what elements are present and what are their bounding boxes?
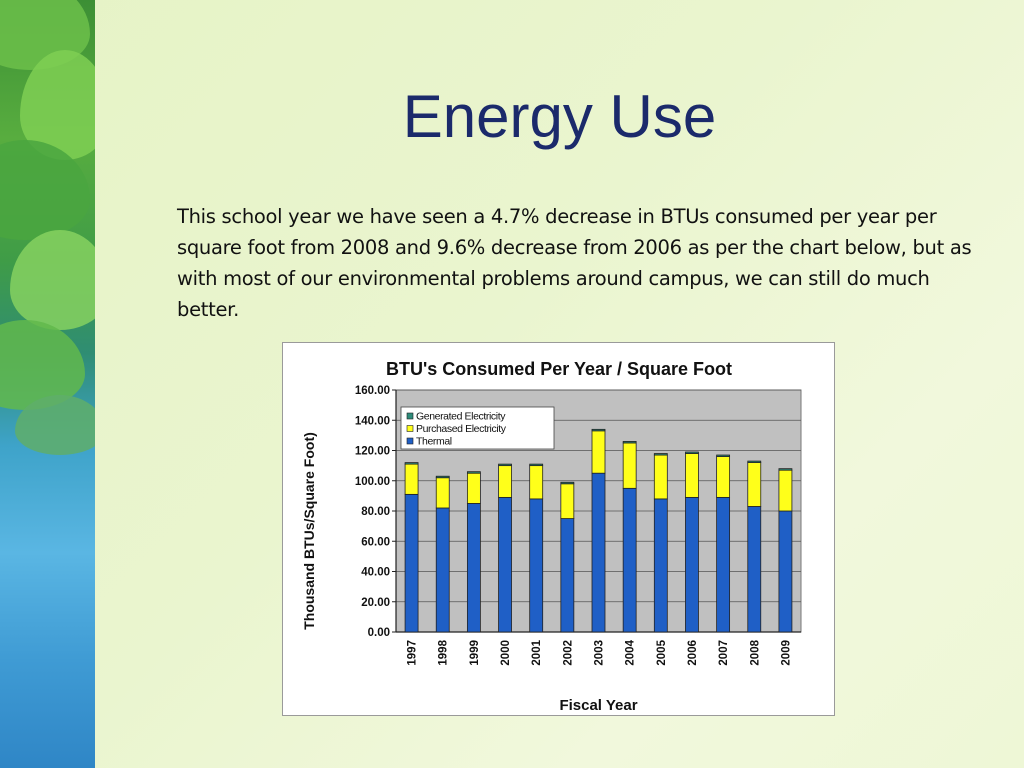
bar-thermal-2009 — [778, 510, 793, 633]
legend-box — [400, 406, 555, 450]
bar-thermal-2006 — [685, 496, 699, 633]
bar-generated-electricity-2008 — [747, 460, 762, 464]
x-tick-label: 2000 — [500, 640, 512, 666]
x-tick-label: 2006 — [687, 640, 699, 666]
y-tick-label: 0.00 — [368, 627, 390, 639]
y-tick-label: 20.00 — [361, 597, 390, 609]
x-axis-label: Fiscal Year — [559, 697, 637, 714]
legend-swatch-thermal — [406, 437, 414, 445]
bar-thermal-2008 — [747, 506, 762, 633]
bar-purchased-electricity-2003 — [591, 430, 606, 474]
legend-label: Purchased Electricity — [416, 423, 507, 435]
x-tick-label: 2003 — [594, 640, 606, 666]
bar-purchased-electricity-2001 — [529, 465, 544, 500]
bar-generated-electricity-2004 — [622, 441, 637, 444]
x-tick-label: 1998 — [438, 639, 450, 665]
bar-purchased-electricity-2002 — [560, 483, 575, 519]
bar-generated-electricity-2002 — [560, 481, 575, 485]
chart-svg: BTU's Consumed Per Year / Square Foot 0.0… — [301, 359, 802, 714]
bar-thermal-2004 — [622, 487, 637, 633]
y-tick-label: 60.00 — [361, 536, 390, 548]
bar-thermal-2002 — [560, 518, 575, 633]
bar-generated-electricity-1997 — [404, 462, 419, 465]
bar-thermal-1999 — [466, 503, 481, 633]
x-tick-label: 2001 — [531, 639, 543, 665]
y-tick-label: 100.00 — [355, 476, 390, 488]
bar-generated-electricity-2001 — [529, 463, 544, 467]
bar-generated-electricity-1998 — [435, 475, 450, 479]
page-title: Energy Use — [402, 83, 717, 150]
y-axis-label: Thousand BTUs/Square Foot) — [301, 432, 317, 630]
bar-purchased-electricity-1999 — [466, 472, 481, 504]
bar-purchased-electricity-2009 — [778, 469, 793, 512]
y-tick-label: 40.00 — [361, 567, 390, 579]
bar-thermal-2003 — [591, 472, 606, 633]
legend-swatch-generated-electricity — [406, 412, 414, 420]
bar-generated-electricity-2003 — [591, 428, 606, 432]
x-tick-label: 2008 — [749, 639, 761, 665]
x-tick-label: 2002 — [562, 640, 574, 666]
body-paragraph: This school year we have seen a 4.7% dec… — [177, 205, 972, 321]
bar-purchased-electricity-2007 — [716, 456, 731, 498]
x-tick-label: 2004 — [625, 639, 637, 665]
bar-generated-electricity-1999 — [466, 471, 481, 474]
x-tick-label: 1997 — [407, 640, 419, 666]
x-tick-label: 1999 — [469, 640, 481, 666]
bar-thermal-2005 — [653, 498, 668, 633]
y-tick-label: 80.00 — [361, 506, 390, 518]
leaf-water-decoration — [0, 0, 95, 768]
bar-thermal-2001 — [529, 498, 544, 633]
bar-thermal-1997 — [404, 493, 419, 633]
x-tick-label: 2009 — [780, 640, 792, 666]
y-tick-label: 160.00 — [355, 385, 390, 397]
legend-label: Generated Electricity — [416, 411, 506, 423]
x-tick-label: 2007 — [718, 640, 730, 666]
y-tick-label: 140.00 — [355, 415, 390, 427]
bar-purchased-electricity-2008 — [747, 462, 762, 507]
bar-generated-electricity-2005 — [653, 453, 668, 456]
bar-purchased-electricity-2004 — [622, 442, 637, 489]
y-tick-label: 120.00 — [355, 446, 390, 458]
bar-generated-electricity-2007 — [716, 454, 731, 457]
bar-thermal-2000 — [498, 496, 512, 633]
bar-generated-electricity-2006 — [685, 451, 699, 454]
btu-chart: BTU's Consumed Per Year / Square Foot 0.0… — [282, 342, 835, 716]
bar-thermal-2007 — [716, 496, 731, 633]
bar-purchased-electricity-1998 — [435, 477, 450, 509]
chart-title: BTU's Consumed Per Year / Square Foot — [386, 359, 732, 379]
bar-purchased-electricity-2006 — [685, 453, 699, 498]
bar-thermal-1998 — [435, 507, 450, 633]
bar-purchased-electricity-2000 — [498, 465, 512, 498]
legend-label: Thermal — [416, 436, 452, 448]
legend-swatch-purchased-electricity — [406, 425, 414, 432]
x-tick-label: 2005 — [656, 639, 668, 665]
bar-generated-electricity-2000 — [498, 463, 512, 467]
bar-generated-electricity-2009 — [778, 468, 793, 471]
bar-purchased-electricity-1997 — [404, 463, 419, 495]
bar-purchased-electricity-2005 — [653, 454, 668, 500]
